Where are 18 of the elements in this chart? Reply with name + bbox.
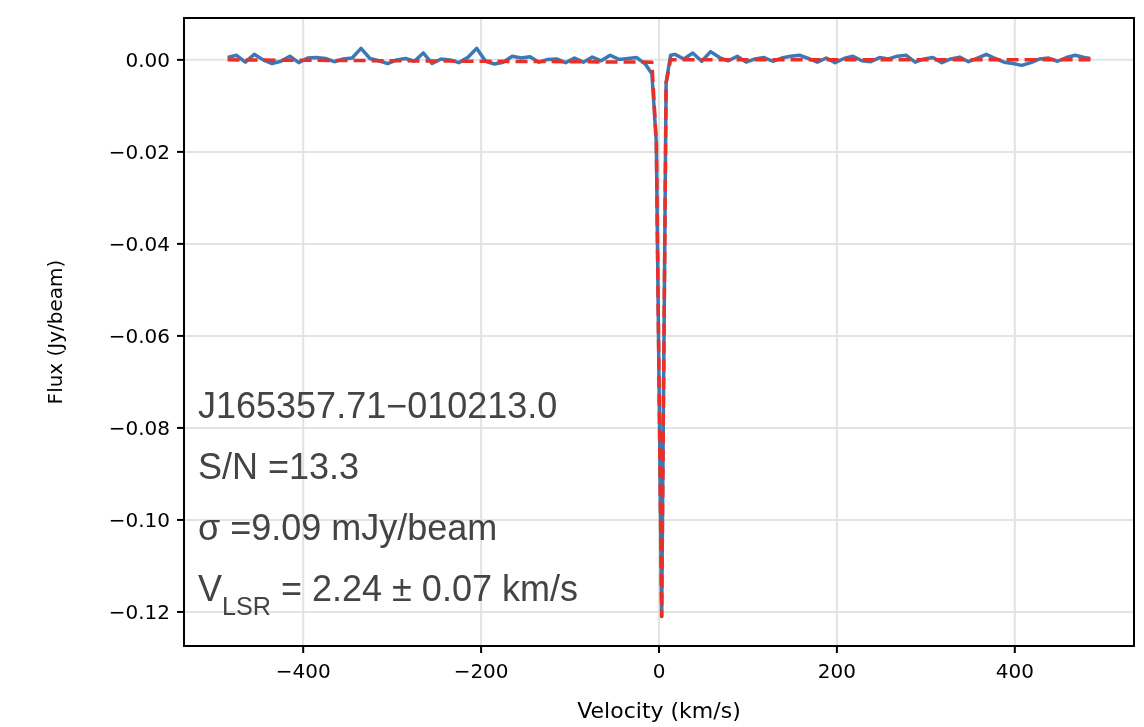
x-axis-title: Velocity (km/s) (577, 698, 741, 723)
x-tick-label: 0 (652, 659, 666, 683)
y-tick-label: 0.00 (125, 47, 170, 72)
x-tick-label: 400 (995, 659, 1034, 683)
annotation: σ =9.09 mJy/beam (198, 507, 498, 548)
x-tick-label: −200 (453, 659, 509, 683)
annotation: J165357.71−010213.0 (198, 385, 558, 426)
x-tick-label: 200 (817, 659, 856, 683)
annotation: V$_{LSR}$ = 2.24 ± 0.07 km/s (198, 568, 578, 620)
x-tick-label: −400 (275, 659, 331, 683)
y-tick-label: −0.04 (108, 231, 170, 256)
annotation: S/N =13.3 (198, 446, 360, 487)
y-tick-label: −0.10 (108, 507, 170, 532)
y-tick-label: −0.06 (108, 323, 170, 348)
y-tick-label: −0.08 (108, 415, 170, 440)
y-tick-label: −0.02 (108, 139, 170, 164)
y-axis-title: Flux (Jy/beam) (43, 259, 67, 405)
y-tick-label: −0.12 (108, 599, 170, 624)
